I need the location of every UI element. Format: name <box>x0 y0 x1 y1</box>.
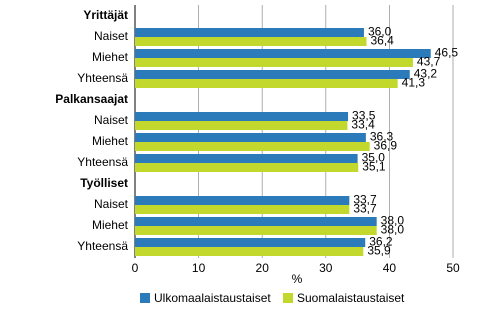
value-label: 46,5 <box>435 46 459 60</box>
bar <box>135 154 358 163</box>
x-tick-label: 0 <box>132 261 139 275</box>
y-tick-label: Miehet <box>92 134 129 148</box>
value-label: 36,3 <box>370 130 394 144</box>
value-label: 43,2 <box>414 67 438 81</box>
value-label: 33,5 <box>352 109 376 123</box>
y-tick-label: Yhteensä <box>77 239 128 253</box>
value-label: 38,0 <box>381 214 405 228</box>
legend-swatch <box>283 293 293 303</box>
group-label: Yrittäjät <box>83 8 128 22</box>
bar <box>135 70 410 79</box>
bar <box>135 142 370 151</box>
value-label: 36,0 <box>368 25 392 39</box>
value-label: 36,9 <box>374 139 398 153</box>
bar <box>135 196 350 205</box>
y-tick-label: Yhteensä <box>77 71 128 85</box>
x-tick-label: 20 <box>256 261 270 275</box>
y-tick-label: Naiset <box>94 113 129 127</box>
value-label: 33,7 <box>353 202 377 216</box>
value-label: 43,7 <box>417 55 441 69</box>
y-tick-label: Miehet <box>92 218 129 232</box>
bar <box>135 226 377 235</box>
value-label: 41,3 <box>402 76 426 90</box>
bar <box>135 37 367 46</box>
bar <box>135 205 350 214</box>
y-tick-label: Miehet <box>92 50 129 64</box>
bar <box>135 28 364 37</box>
bar <box>135 238 366 247</box>
x-tick-label: 40 <box>383 261 397 275</box>
bar <box>135 163 359 172</box>
x-axis-label: % <box>292 272 303 286</box>
value-label: 36,4 <box>371 34 395 48</box>
group-label: Palkansaajat <box>55 92 128 106</box>
x-tick-label: 30 <box>319 261 333 275</box>
y-tick-label: Naiset <box>94 29 129 43</box>
y-tick-label: Naiset <box>94 197 129 211</box>
bar <box>135 79 398 88</box>
value-label: 33,4 <box>351 118 375 132</box>
bar <box>135 112 349 121</box>
legend-label: Suomalaistaustaiset <box>297 291 405 305</box>
value-label: 36,2 <box>369 235 393 249</box>
bar <box>135 133 366 142</box>
bar <box>135 121 348 130</box>
value-label: 33,7 <box>353 193 377 207</box>
y-tick-label: Yhteensä <box>77 155 128 169</box>
legend-swatch <box>140 293 150 303</box>
x-tick-label: 10 <box>192 261 206 275</box>
bar <box>135 49 431 58</box>
value-label: 38,0 <box>381 223 405 237</box>
bar <box>135 247 364 256</box>
bar <box>135 58 413 67</box>
value-label: 35,1 <box>362 160 386 174</box>
x-tick-label: 50 <box>446 261 460 275</box>
legend-label: Ulkomaalaistaustaiset <box>154 291 271 305</box>
value-label: 35,0 <box>362 151 386 165</box>
bar <box>135 217 377 226</box>
value-label: 35,9 <box>367 244 391 258</box>
group-label: Työlliset <box>80 176 128 190</box>
